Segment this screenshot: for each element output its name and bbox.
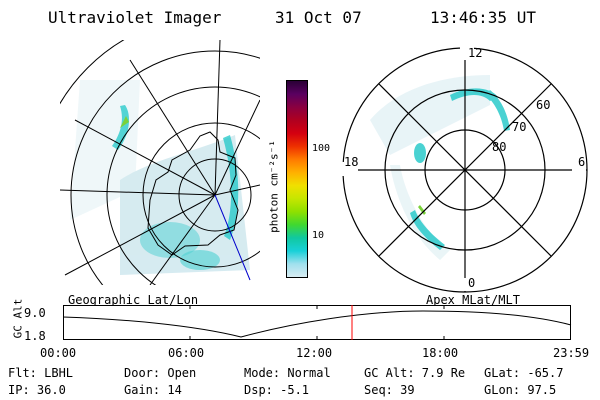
altitude-plot (62, 305, 572, 340)
x-tick-2359: 23:59 (553, 346, 590, 360)
info-seq: Seq: 39 (364, 383, 415, 397)
info-glat: GLat: -65.7 (484, 366, 564, 380)
geographic-caption: Geographic Lat/Lon (68, 293, 199, 307)
apex-caption: Apex MLat/MLT (426, 293, 520, 307)
info-ip: IP: 36.0 (8, 383, 66, 397)
info-row-1: Flt: LBHL Door: Open Mode: Normal GC Alt: 7… (8, 366, 598, 382)
mlat-label-70: 70 (512, 120, 527, 134)
colorbar-tick-10: 10 (312, 230, 325, 241)
altitude-ytick-1-8: 1.8 (24, 329, 46, 343)
auroral-oval (410, 88, 510, 250)
altitude-ylabel: GC Alt (11, 298, 25, 339)
colorbar-tick-100: 100 (312, 143, 331, 154)
info-gain: Gain: 14 (124, 383, 182, 397)
date-label: 31 Oct 07 (275, 8, 362, 27)
x-tick-1200: 12:00 (296, 346, 333, 360)
instrument-title: Ultraviolet Imager (48, 8, 222, 27)
info-gcalt: GC Alt: 7.9 Re (364, 366, 466, 380)
x-tick-1800: 18:00 (422, 346, 459, 360)
info-mode: Mode: Normal (244, 366, 331, 380)
info-door: Door: Open (124, 366, 197, 380)
geographic-map (60, 40, 260, 285)
info-glon: GLon: 97.5 (484, 383, 557, 397)
mlat-label-60: 60 (536, 98, 551, 112)
mlt-label-0: 0 (468, 276, 476, 290)
colorbar (286, 80, 308, 278)
altitude-curve (62, 310, 572, 338)
x-tick-0600: 06:00 (168, 346, 205, 360)
colorbar-unit-label: photon cm⁻²s⁻¹ (267, 140, 281, 233)
mlt-label-12: 12 (468, 46, 483, 60)
x-tick-0000: 00:00 (40, 346, 77, 360)
altitude-ytick-9: 9.0 (24, 306, 46, 320)
mlt-label-18: 18 (344, 155, 359, 169)
info-dsp: Dsp: -5.1 (244, 383, 310, 397)
colorbar-gradient (287, 81, 307, 277)
polar-mlt-plot (340, 47, 588, 293)
aurora-band (112, 105, 239, 270)
mlat-label-80: 80 (492, 140, 507, 154)
mlt-label-6: 6 (578, 155, 586, 169)
info-row-2: IP: 36.0 Gain: 14 Dsp: -5.1 Seq: 39 GLon: 97… (8, 383, 598, 399)
info-flt: Flt: LBHL (8, 366, 74, 380)
time-label: 13:46:35 UT (430, 8, 536, 27)
